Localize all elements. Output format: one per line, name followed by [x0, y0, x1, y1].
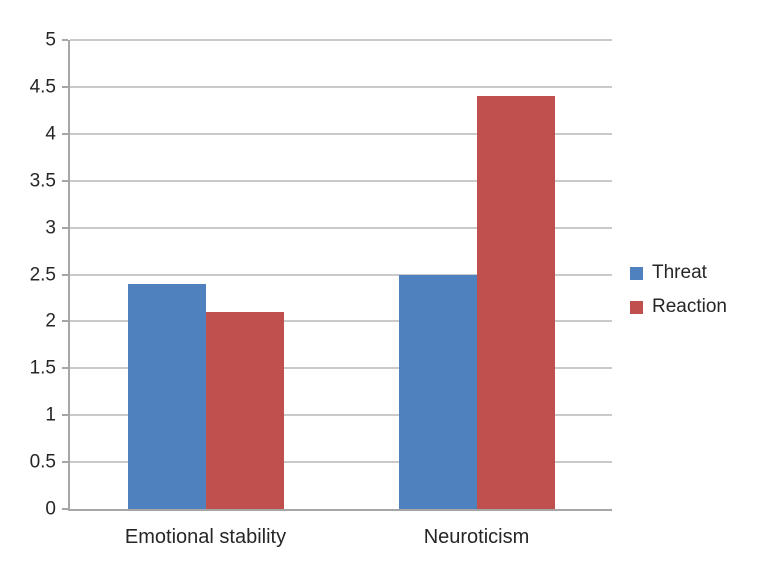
gridline — [70, 85, 612, 88]
y-tick — [62, 85, 68, 88]
legend-label: Reaction — [652, 295, 727, 317]
y-tick-label: 3 — [45, 217, 56, 239]
y-tick — [62, 273, 68, 276]
bar-threat-emotional-stability — [127, 283, 206, 509]
y-tick-label: 3.5 — [29, 170, 56, 192]
legend-item-reaction: Reaction — [630, 295, 727, 320]
y-tick — [62, 320, 68, 323]
gridline — [70, 39, 612, 41]
legend-marker-reaction — [630, 300, 643, 314]
y-tick-label: 2.5 — [29, 264, 56, 285]
bar-reaction-neuroticism — [476, 96, 555, 509]
y-tick — [62, 461, 68, 464]
y-tick-label: 1 — [45, 404, 56, 426]
gridline — [70, 132, 612, 135]
legend: Threat Reaction — [630, 261, 727, 319]
y-tick — [62, 226, 68, 229]
gridline — [70, 414, 612, 417]
gridline — [70, 179, 612, 182]
x-category-label: Emotional stability — [124, 526, 287, 548]
y-tick-label: 1.5 — [29, 357, 56, 379]
y-tick — [62, 508, 68, 510]
y-tick-label: 0 — [45, 498, 56, 520]
y-tick — [62, 414, 68, 417]
legend-label: Threat — [652, 262, 707, 283]
y-tick-label: 5 — [45, 29, 56, 51]
y-tick — [62, 367, 68, 370]
bar-threat-neuroticism — [398, 274, 477, 509]
x-category-label: Neuroticism — [423, 526, 530, 548]
gridline — [70, 461, 612, 464]
gridline — [70, 273, 612, 276]
bar-reaction-emotional-stability — [205, 312, 284, 509]
legend-marker-threat — [630, 266, 643, 280]
y-tick-label: 4 — [45, 123, 56, 145]
y-tick — [62, 179, 68, 182]
y-tick-label: 0.5 — [29, 451, 56, 473]
plot-area — [68, 39, 612, 511]
gridline — [70, 320, 612, 323]
y-tick-label: 2 — [45, 310, 56, 332]
legend-item-threat: Threat — [630, 261, 727, 286]
y-tick — [62, 132, 68, 135]
y-tick — [62, 39, 68, 41]
y-tick-label: 4.5 — [29, 76, 56, 98]
gridline — [70, 367, 612, 370]
gridline — [70, 226, 612, 229]
